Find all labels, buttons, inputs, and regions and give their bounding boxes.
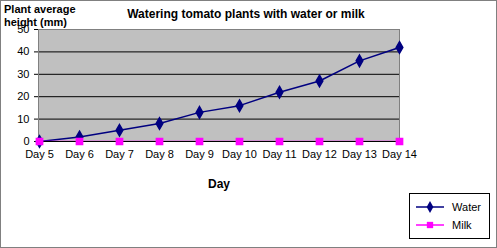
svg-text:Day 13: Day 13 xyxy=(342,148,377,160)
svg-text:Day 6: Day 6 xyxy=(65,148,94,160)
svg-text:40: 40 xyxy=(17,45,29,57)
svg-text:20: 20 xyxy=(17,90,29,102)
svg-text:Day 5: Day 5 xyxy=(25,148,54,160)
svg-text:Day 12: Day 12 xyxy=(302,148,337,160)
svg-text:Day 9: Day 9 xyxy=(185,148,214,160)
svg-text:Day: Day xyxy=(208,177,230,191)
svg-text:30: 30 xyxy=(17,68,29,80)
svg-text:10: 10 xyxy=(17,113,29,125)
svg-text:Day 7: Day 7 xyxy=(105,148,134,160)
svg-text:Day 14: Day 14 xyxy=(382,148,417,160)
svg-text:Day 10: Day 10 xyxy=(222,148,257,160)
svg-text:Day 11: Day 11 xyxy=(262,148,296,160)
svg-text:0: 0 xyxy=(23,135,29,147)
svg-text:Day 8: Day 8 xyxy=(145,148,174,160)
